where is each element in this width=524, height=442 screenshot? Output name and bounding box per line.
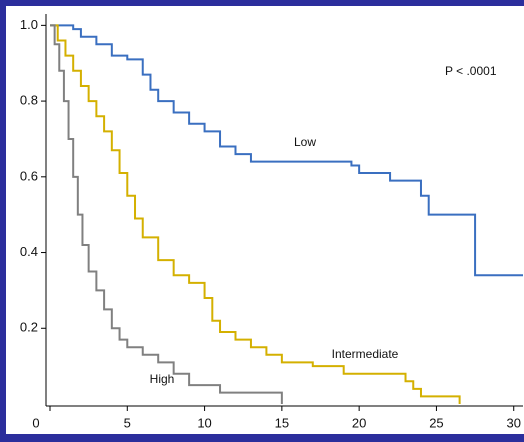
x-tick-label: 10 [197,415,211,430]
series-label: High [150,372,175,386]
panel [6,6,524,434]
x-tick-label: 20 [352,415,366,430]
survival-curve [50,24,523,277]
y-tick-label: 0.2 [20,320,38,335]
series-label: Low [294,135,316,149]
y-tick-label: 0.6 [20,168,38,183]
p-value: P < .0001 [445,64,497,78]
x-tick-label: 30 [506,415,520,430]
y-tick-label: 1.0 [20,17,38,32]
x-tick-label: 5 [124,415,131,430]
x-tick-label: 25 [429,415,443,430]
series-label: Intermediate [332,347,399,361]
y-tick-label: 0.8 [20,93,38,108]
survival-curve [50,24,283,404]
x-tick-label: 15 [275,415,289,430]
y-tick-label: 0.4 [20,244,38,259]
x-tick-label: 0 [32,415,39,430]
survival-curve [50,24,461,404]
